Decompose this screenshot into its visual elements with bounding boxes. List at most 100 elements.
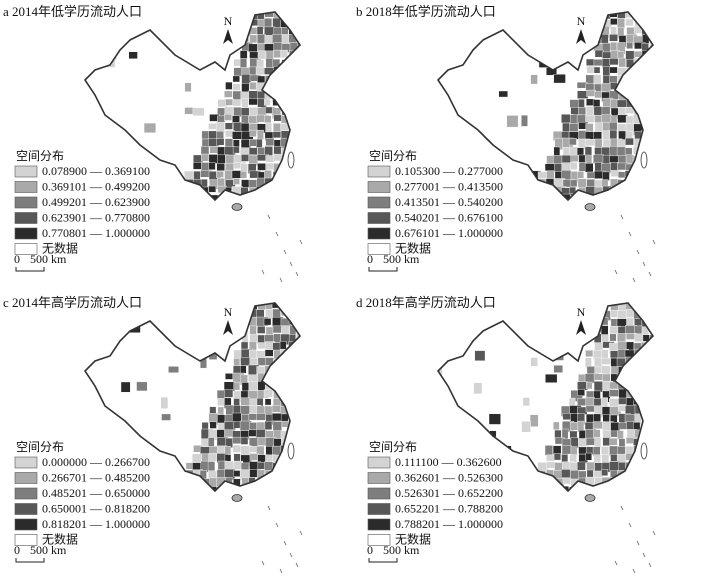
region: [640, 12, 653, 21]
scale-label: 500 km: [383, 543, 420, 557]
region: [305, 439, 313, 449]
region: [305, 163, 312, 174]
region: [603, 203, 612, 212]
region: [185, 202, 191, 210]
region: [289, 404, 300, 415]
region: [506, 115, 519, 128]
region: [544, 445, 553, 456]
region: [658, 163, 668, 171]
region: [305, 486, 315, 496]
region: [104, 325, 112, 335]
region: [287, 429, 300, 442]
region: [289, 99, 300, 109]
region: [305, 446, 317, 454]
legend-label: 0.078900 — 0.369100: [42, 164, 150, 178]
region: [601, 469, 609, 476]
region: [609, 333, 617, 342]
region: [216, 163, 225, 171]
legend-label: 0.650001 — 0.818200: [42, 501, 150, 515]
region: [625, 154, 635, 165]
region: [642, 123, 651, 133]
region: [249, 57, 258, 68]
legend-swatch: [367, 472, 391, 484]
region: [208, 185, 217, 193]
region: [225, 81, 233, 90]
region: [633, 381, 641, 392]
region: [657, 132, 665, 139]
region: [280, 382, 290, 393]
region: [297, 91, 300, 98]
region: [658, 317, 669, 324]
region: [297, 57, 300, 65]
region: [522, 397, 530, 407]
region: [194, 494, 204, 502]
region: [297, 202, 306, 208]
region: [578, 470, 587, 480]
region: [640, 429, 651, 436]
region: [659, 34, 665, 43]
region: [263, 318, 272, 326]
region: [649, 316, 653, 327]
region: [306, 148, 315, 155]
region: [642, 309, 653, 321]
region: [554, 195, 563, 200]
region: [296, 74, 300, 83]
region: [306, 98, 317, 105]
region: [289, 195, 300, 200]
region: [305, 358, 314, 367]
region: [304, 390, 314, 401]
region: [577, 171, 585, 179]
region: [296, 114, 300, 127]
region: [295, 67, 300, 78]
region: [602, 138, 611, 148]
region: [625, 477, 636, 490]
region: [522, 194, 532, 200]
region: [306, 430, 317, 438]
region: [233, 178, 240, 185]
region: [287, 114, 295, 123]
region: [658, 74, 669, 86]
region: [256, 138, 263, 149]
region: [240, 436, 249, 445]
region: [209, 203, 218, 210]
region: [232, 146, 240, 154]
region: [523, 493, 530, 505]
region: [249, 129, 257, 137]
region: [577, 90, 589, 99]
region: [297, 317, 300, 329]
region: [658, 187, 668, 193]
region: [297, 162, 300, 170]
region: [562, 477, 571, 485]
region: [624, 414, 636, 423]
north-label: N: [224, 305, 233, 319]
region: [143, 122, 157, 133]
region: [650, 366, 653, 379]
region: [609, 66, 618, 74]
region: [296, 129, 300, 141]
region: [248, 43, 259, 52]
region: [305, 19, 312, 26]
region: [296, 26, 300, 38]
scale-label: 0: [14, 543, 20, 557]
region: [304, 494, 312, 505]
region: [634, 91, 643, 103]
region: [295, 195, 300, 200]
region: [585, 138, 597, 146]
region: [522, 171, 530, 183]
region: [521, 203, 529, 213]
region: [305, 334, 315, 344]
region: [273, 187, 282, 200]
region: [281, 420, 294, 428]
region: [659, 90, 666, 101]
region: [610, 310, 619, 318]
region: [641, 421, 652, 434]
region: [659, 202, 666, 212]
region: [530, 74, 538, 85]
region: [594, 317, 602, 328]
region: [305, 406, 315, 416]
legend-swatch: [367, 181, 391, 193]
region: [296, 405, 300, 413]
region: [650, 422, 653, 431]
